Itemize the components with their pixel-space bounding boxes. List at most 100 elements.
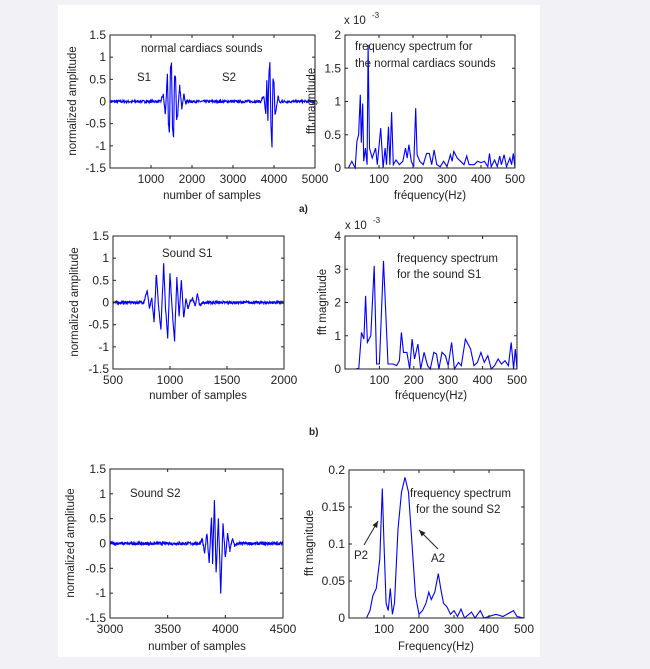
series-line-signal xyxy=(109,62,316,148)
x-tick-label: 1500 xyxy=(214,373,241,387)
plot-title: frequency spectrum xyxy=(397,253,498,265)
x-tick-label: 100 xyxy=(369,172,389,186)
y-tick-label: -1.5 xyxy=(88,362,109,376)
y-tick-label: 1.5 xyxy=(92,229,109,243)
y-tick-label: 1 xyxy=(99,487,106,501)
x-tick-label: 300 xyxy=(444,622,464,636)
y-axis-label: fft magnitude xyxy=(306,68,318,134)
y-tick-label: 1 xyxy=(334,95,341,109)
y-tick-label: 4 xyxy=(334,229,341,243)
annotation-s1: S1 xyxy=(137,72,151,84)
series-line-spectrum xyxy=(345,44,516,171)
x-tick-label: 2000 xyxy=(179,172,206,186)
plot-title: Sound S2 xyxy=(130,488,181,500)
arrow-head-icon xyxy=(419,530,426,537)
y-tick-label: -0.5 xyxy=(88,318,109,332)
scale-factor-base: x 10 xyxy=(344,15,366,27)
x-tick-label: 100 xyxy=(374,622,394,636)
y-tick-label: -0.5 xyxy=(85,117,106,131)
y-tick-label: 0 xyxy=(99,537,106,551)
y-tick-label: 0 xyxy=(338,611,345,625)
y-axis-label: fft magnitude xyxy=(317,269,329,335)
y-tick-label: -1 xyxy=(95,139,106,153)
y-tick-label: 3 xyxy=(334,262,341,276)
scale-factor-exponent: -3 xyxy=(373,216,381,225)
x-tick-label: 200 xyxy=(409,622,429,636)
y-tick-label: -1.5 xyxy=(85,611,106,625)
plot-title: Sound S1 xyxy=(162,248,213,260)
y-tick-label: 0.5 xyxy=(89,72,106,86)
x-tick-label: 4000 xyxy=(261,172,288,186)
y-tick-label: 1 xyxy=(334,329,341,343)
x-axis-label: fréquency(Hz) xyxy=(394,190,466,202)
y-axis-label: fft magnitude xyxy=(304,510,316,576)
x-tick-label: 4000 xyxy=(212,622,239,636)
y-tick-label: 0 xyxy=(334,161,341,175)
x-tick-label: 300 xyxy=(438,373,458,387)
x-tick-label: 3000 xyxy=(97,622,124,636)
y-tick-label: -0.5 xyxy=(85,561,106,575)
arrow-head-icon xyxy=(372,521,378,528)
subplot-3: 500 1000 1500 2000 -1.5 -1 -0.5 0 0.5 1 1.5 number … xyxy=(69,229,298,402)
x-tick-label: 2000 xyxy=(271,373,298,387)
scale-factor-base: x 10 xyxy=(345,220,367,232)
x-tick-label: 100 xyxy=(369,373,389,387)
figure-label-b: b) xyxy=(309,427,318,438)
subplot-5: 3000 3500 4000 4500 -1.5 -1 -0.5 0 0.5 1 1.5 number… xyxy=(65,462,297,653)
plot-title: frequency spectrum xyxy=(410,488,511,500)
y-axis-label: normalized amplitude xyxy=(65,488,77,597)
series-line-spectrum xyxy=(345,260,518,371)
annotation-p2: P2 xyxy=(354,550,368,562)
plot-title-line2: for the sound S2 xyxy=(416,504,500,516)
subplot-4: 100 200 300 400 500 0 1 2 3 4 fréquency(Hz) fft mag… xyxy=(317,216,527,402)
y-tick-label: 0.1 xyxy=(328,537,345,551)
annotation-a2: A2 xyxy=(431,553,445,565)
x-tick-label: 200 xyxy=(404,373,424,387)
x-tick-label: 400 xyxy=(471,172,491,186)
plot-title-line2: the normal cardiacs sounds xyxy=(355,58,496,70)
plot-title: normal cardiacs sounds xyxy=(141,43,263,55)
x-tick-label: 5000 xyxy=(302,172,329,186)
y-tick-label: 0.5 xyxy=(92,273,109,287)
y-tick-label: 0.5 xyxy=(89,512,106,526)
x-tick-label: 3500 xyxy=(154,622,181,636)
subplot-2: 100 200 300 400 500 0 0.5 1 1.5 2 fréquency(Hz) fft… xyxy=(306,11,525,202)
x-tick-label: 1000 xyxy=(157,373,184,387)
x-tick-label: 300 xyxy=(437,172,457,186)
x-tick-label: 400 xyxy=(479,622,499,636)
x-tick-label: 200 xyxy=(403,172,423,186)
x-axis-label: Frequency(Hz) xyxy=(398,641,474,653)
y-tick-label: 1 xyxy=(99,50,106,64)
y-tick-label: 1.5 xyxy=(89,462,106,476)
y-axis-label: normalized amplitude xyxy=(69,247,81,356)
x-axis-label: number of samples xyxy=(163,190,261,202)
x-tick-label: 1000 xyxy=(138,172,165,186)
y-tick-label: 0.15 xyxy=(322,500,346,514)
y-tick-label: -1 xyxy=(95,586,106,600)
y-tick-label: 2 xyxy=(334,296,341,310)
y-axis-label: normalized amplitude xyxy=(67,46,79,155)
annotation-s2: S2 xyxy=(222,72,236,84)
y-tick-label: 1 xyxy=(102,251,109,265)
y-tick-label: -1.5 xyxy=(85,161,106,175)
plot-title: frequency spectrum for xyxy=(355,41,473,53)
figure-label-a: a) xyxy=(299,204,308,215)
y-tick-label: 2 xyxy=(334,28,341,42)
series-line-signal xyxy=(112,263,285,342)
x-tick-label: 500 xyxy=(507,373,527,387)
y-tick-label: 1.5 xyxy=(324,61,341,75)
y-tick-label: 0 xyxy=(102,296,109,310)
x-tick-label: 500 xyxy=(103,373,123,387)
y-tick-label: 0.05 xyxy=(322,574,346,588)
scale-factor-exponent: -3 xyxy=(372,11,380,20)
x-tick-label: 400 xyxy=(473,373,493,387)
x-axis-label: number of samples xyxy=(148,641,246,653)
y-tick-label: 0.2 xyxy=(328,463,345,477)
y-tick-label: 0 xyxy=(99,95,106,109)
subplot-6: 100 200 300 400 500 0 0.05 0.1 0.15 0.2 Frequency(… xyxy=(304,463,534,653)
x-tick-label: 4500 xyxy=(270,622,297,636)
x-tick-label: 500 xyxy=(505,172,525,186)
y-tick-label: -1 xyxy=(98,340,109,354)
plot-title-line2: for the sound S1 xyxy=(397,269,481,281)
